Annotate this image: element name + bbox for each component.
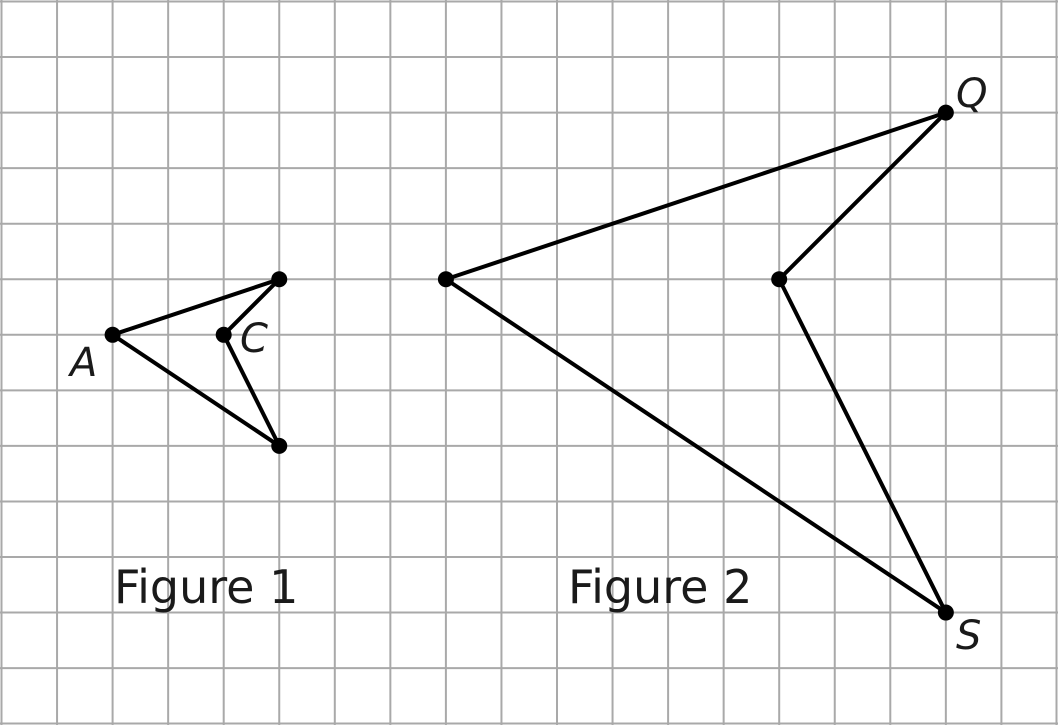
figure-2-vertex-s — [937, 604, 954, 621]
vertex-label-s: S — [956, 613, 981, 659]
figure-2-caption: Figure 2 — [568, 560, 752, 614]
figure-1-edge-c-p2 — [221, 332, 282, 448]
figure-1-vertex-a — [104, 326, 121, 343]
figure-2-vertex-r — [771, 271, 788, 288]
vertex-label-q: Q — [956, 71, 987, 117]
figure-1: A C Figure 1 — [67, 271, 298, 614]
figure-1-edge-p1-c — [221, 277, 282, 337]
figure-1-vertex-c — [215, 326, 232, 343]
figure-2-vertex-q — [937, 104, 954, 121]
figure-1-vertices — [104, 271, 288, 454]
figure-1-edges — [110, 277, 282, 448]
vertex-label-a: A — [67, 340, 97, 386]
figure-1-vertex-p2 — [271, 437, 288, 454]
figure-2-edge-s-l — [443, 277, 948, 615]
figure-2: Q S Figure 2 — [437, 71, 987, 659]
figure-2-edges — [443, 110, 948, 615]
figure-1-caption: Figure 1 — [114, 560, 298, 614]
figure-2-edge-l-q — [443, 110, 948, 282]
vertex-label-c: C — [240, 316, 268, 362]
figure-1-vertex-p1 — [271, 271, 288, 288]
figure-2-edge-r-s — [777, 277, 948, 615]
figure-1-edge-p2-a — [110, 332, 282, 448]
figure-2-vertices — [437, 104, 954, 621]
figure-1-edge-a-p1 — [110, 277, 282, 337]
figure-2-vertex-l — [437, 271, 454, 288]
figure-2-edge-q-r — [777, 110, 948, 282]
